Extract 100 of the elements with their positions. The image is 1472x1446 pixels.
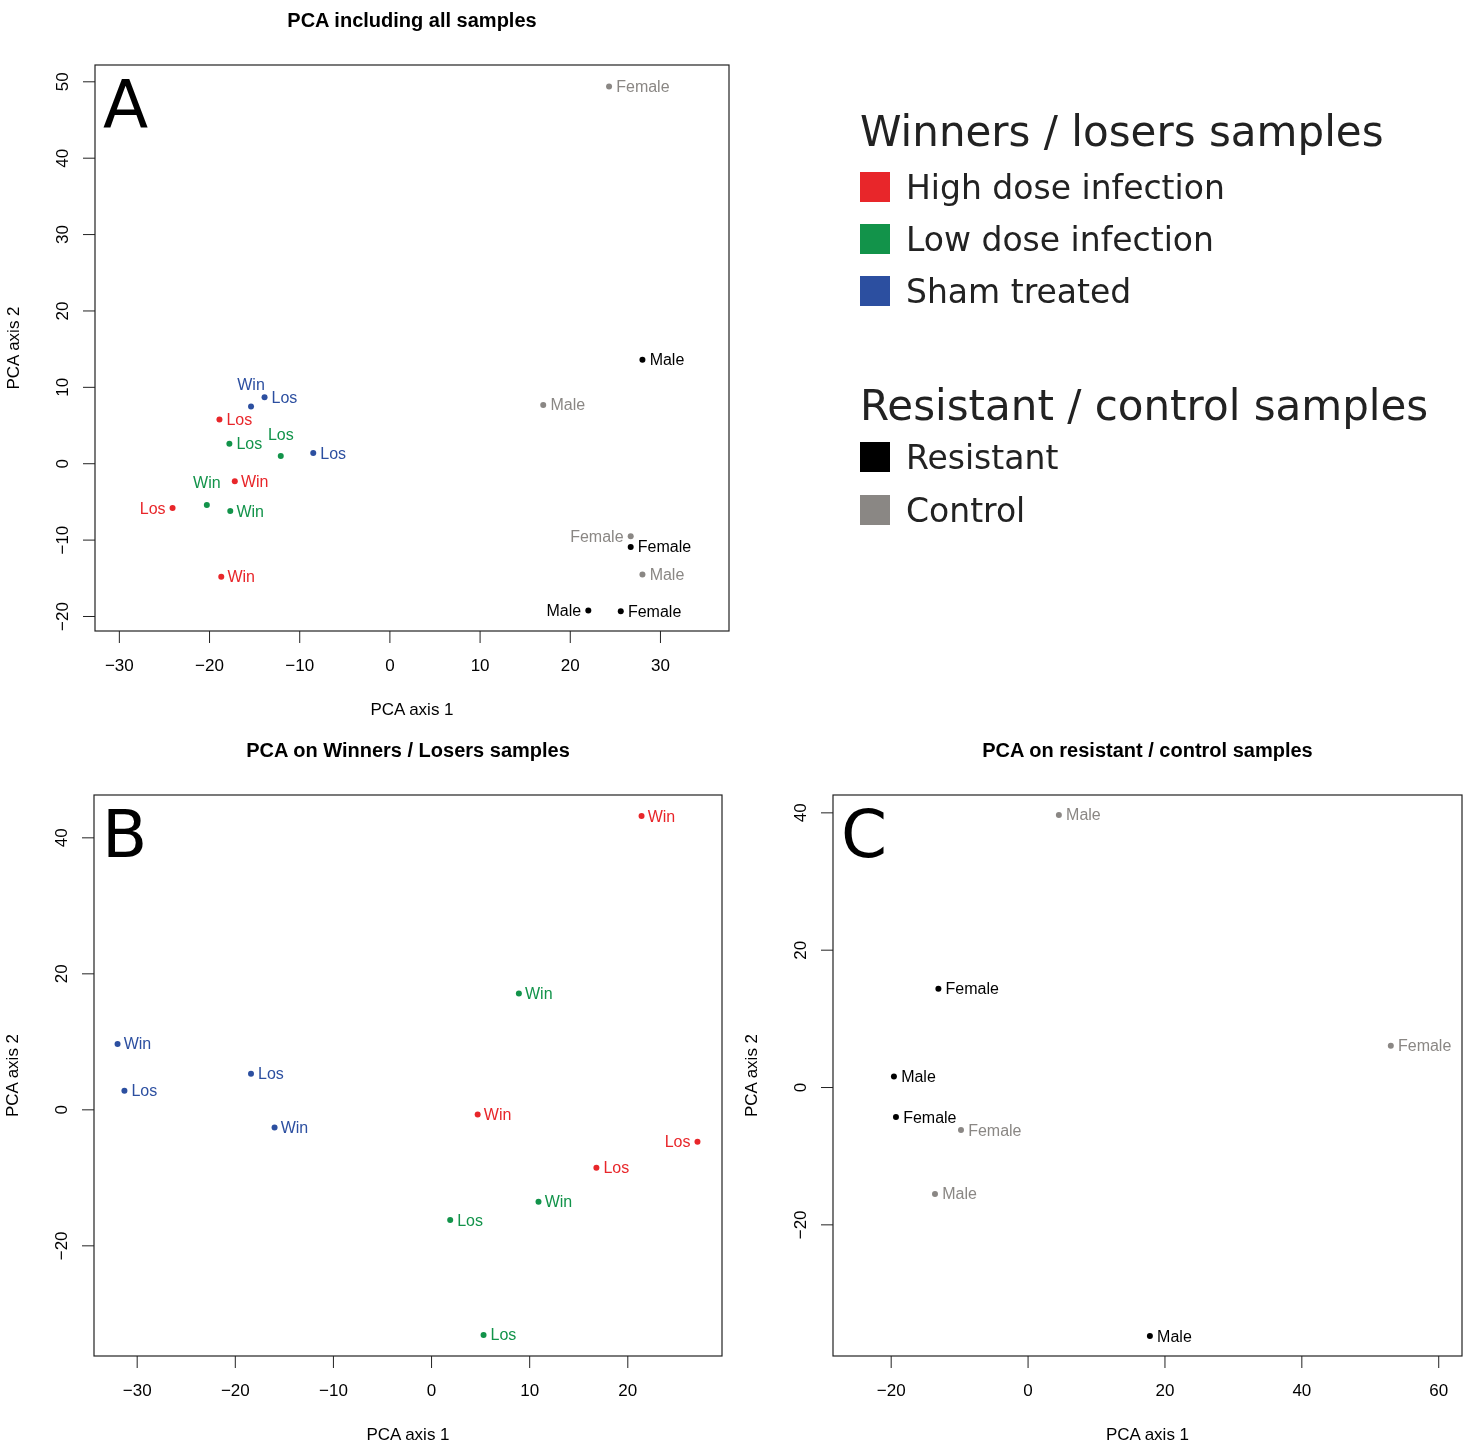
- legend-label: High dose infection: [906, 168, 1225, 207]
- data-label: Los: [236, 435, 263, 453]
- data-label: Male: [901, 1068, 936, 1086]
- point: [639, 356, 646, 363]
- data-label: Female: [616, 77, 670, 95]
- point: [957, 1127, 964, 1134]
- x-tick-label: 0: [426, 1381, 437, 1400]
- x-tick-label: 30: [651, 656, 670, 675]
- point: [931, 1190, 938, 1197]
- point: [169, 505, 176, 512]
- x-tick-label: −20: [195, 656, 224, 675]
- y-tick-label: 0: [52, 1105, 72, 1115]
- y-tick-label: 40: [791, 803, 811, 823]
- point: [627, 543, 634, 550]
- y-axis-title: PCA axis 2: [4, 306, 23, 390]
- point: [227, 508, 234, 515]
- point: [627, 533, 634, 540]
- point: [606, 83, 613, 90]
- point: [1146, 1333, 1153, 1340]
- x-tick-label: −10: [319, 1381, 348, 1400]
- data-label: Win: [525, 985, 553, 1003]
- point: [114, 1040, 121, 1047]
- data-label: Los: [267, 425, 294, 443]
- x-tick-label: −20: [876, 1381, 906, 1400]
- data-label: Win: [240, 472, 269, 490]
- annotation: B: [102, 796, 148, 873]
- point: [271, 1124, 278, 1131]
- x-axis-title: PCA axis 1: [370, 700, 454, 719]
- data-label: Male: [649, 565, 685, 583]
- data-label: Los: [664, 1133, 691, 1151]
- point: [218, 573, 225, 580]
- point: [203, 501, 210, 508]
- data-label: Los: [139, 499, 166, 517]
- data-label: Win: [236, 502, 264, 520]
- data-label: Male: [1157, 1327, 1192, 1345]
- y-tick-label: −20: [52, 1231, 72, 1261]
- chart-title: PCA including all samples: [287, 9, 537, 31]
- y-tick-label: 20: [53, 301, 73, 321]
- y-tick-label: 10: [53, 377, 73, 397]
- y-tick-label: 40: [52, 828, 72, 848]
- y-tick-label: 30: [53, 225, 73, 245]
- x-tick-label: −10: [285, 656, 315, 675]
- legend-title: Winners / losers samples: [860, 107, 1384, 156]
- data-label: Male: [546, 601, 582, 619]
- point: [261, 394, 268, 401]
- y-tick-label: −20: [791, 1210, 811, 1240]
- annotation: C: [841, 796, 888, 873]
- x-axis-title: PCA axis 1: [1105, 1425, 1190, 1444]
- x-tick-label: 20: [618, 1381, 638, 1400]
- data-label: Male: [649, 351, 685, 369]
- data-label: Female: [570, 527, 624, 545]
- y-tick-label: −10: [53, 525, 73, 555]
- point: [216, 416, 223, 423]
- data-label: Female: [945, 980, 1000, 998]
- data-label: Win: [193, 474, 221, 492]
- chart-title: PCA on Winners / Losers samples: [246, 739, 570, 761]
- point: [480, 1331, 487, 1338]
- x-tick-label: 10: [470, 656, 490, 675]
- data-label: Win: [280, 1119, 309, 1137]
- data-label: Los: [226, 410, 253, 428]
- annotation: A: [103, 66, 149, 143]
- point: [593, 1164, 600, 1171]
- point: [121, 1087, 128, 1094]
- point: [638, 813, 645, 820]
- y-tick-label: 20: [791, 940, 811, 960]
- point: [540, 401, 547, 408]
- point: [226, 440, 233, 447]
- data-label: Win: [237, 375, 265, 393]
- text: Resistant / control samples: [860, 381, 1429, 430]
- data-label: Female: [627, 602, 682, 620]
- point: [1387, 1042, 1394, 1049]
- x-tick-label: −30: [104, 656, 134, 675]
- data-label: Los: [131, 1082, 158, 1100]
- point: [474, 1111, 481, 1118]
- point: [617, 608, 624, 615]
- point: [277, 453, 284, 460]
- data-label: Los: [457, 1211, 484, 1229]
- data-label: Win: [227, 568, 255, 586]
- point: [447, 1217, 454, 1223]
- chart-title: PCA on resistant / control samples: [982, 739, 1313, 761]
- point: [515, 990, 522, 997]
- x-tick-label: 0: [1023, 1381, 1033, 1400]
- y-tick-label: 0: [791, 1082, 811, 1093]
- data-label: Male: [550, 396, 586, 414]
- data-label: Male: [1066, 806, 1101, 824]
- x-tick-label: 20: [560, 656, 580, 675]
- data-label: Female: [1397, 1037, 1452, 1055]
- y-tick-label: −20: [53, 602, 73, 631]
- y-tick-label: 0: [53, 458, 73, 469]
- y-tick-label: 40: [53, 148, 73, 168]
- x-tick-label: 40: [1292, 1381, 1312, 1400]
- legend-label: Low dose infection: [906, 220, 1214, 259]
- point: [585, 607, 592, 614]
- data-label: Los: [258, 1065, 284, 1083]
- x-axis-title: PCA axis 1: [366, 1425, 450, 1444]
- data-label: Los: [320, 444, 347, 462]
- y-axis-title: PCA axis 2: [3, 1033, 22, 1118]
- point: [248, 1070, 254, 1077]
- x-tick-label: 0: [385, 656, 395, 675]
- x-tick-label: 10: [520, 1381, 540, 1400]
